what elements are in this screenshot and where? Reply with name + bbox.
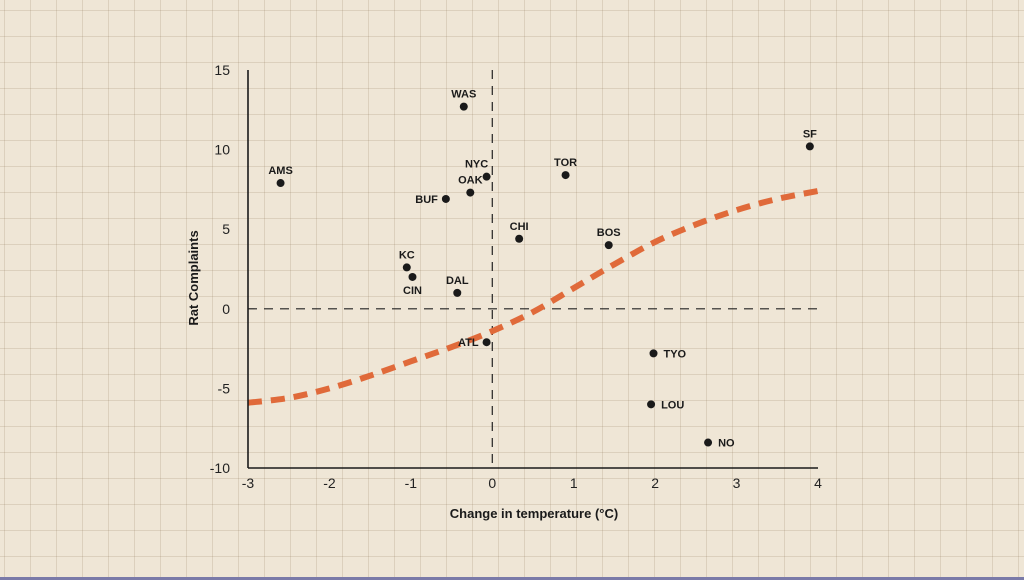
- point-label-cin: CIN: [403, 285, 422, 297]
- x-tick-label: 2: [651, 475, 659, 491]
- data-point-tor: [561, 171, 570, 180]
- point-label-no: NO: [718, 438, 735, 450]
- x-tick-label: 4: [814, 475, 822, 491]
- data-point-tyo: [649, 349, 658, 358]
- data-point-nyc: [482, 172, 491, 181]
- data-points: WAS AMS NYC OAK BUF TOR SF CHI BOS KC CIN DAL ATL TYO…: [268, 89, 817, 450]
- data-point-buf: [441, 194, 450, 203]
- point-label-lou: LOU: [661, 399, 684, 411]
- y-tick-label: 0: [222, 301, 230, 317]
- point-label-was: WAS: [451, 89, 476, 101]
- point-label-buf: BUF: [415, 194, 438, 206]
- bottom-border: [0, 577, 1024, 580]
- y-axis-label: Rat Complaints: [186, 230, 201, 325]
- point-label-dal: DAL: [446, 275, 469, 287]
- data-point-dal: [453, 288, 462, 297]
- data-point-sf: [805, 142, 814, 151]
- point-label-tor: TOR: [554, 157, 577, 169]
- x-axis-label: Change in temperature (°C): [450, 506, 618, 521]
- data-point-no: [704, 438, 713, 447]
- data-point-atl: [482, 338, 491, 347]
- point-label-sf: SF: [803, 128, 817, 140]
- y-tick-label: -10: [210, 460, 230, 476]
- y-tick-label: -5: [218, 380, 231, 396]
- point-label-atl: ATL: [458, 337, 479, 349]
- x-tick-label: -1: [405, 475, 418, 491]
- y-tick-label: 15: [214, 62, 230, 78]
- point-label-kc: KC: [399, 249, 415, 261]
- data-point-cin: [408, 272, 417, 281]
- data-point-kc: [402, 263, 411, 272]
- trend-line-group: [247, 188, 819, 406]
- x-tick-label: -2: [323, 475, 336, 491]
- point-label-oak: OAK: [458, 175, 483, 187]
- data-point-chi: [515, 234, 524, 243]
- trend-line: [247, 188, 819, 406]
- point-label-tyo: TYO: [664, 348, 687, 360]
- data-point-lou: [647, 400, 656, 409]
- axes: [247, 70, 818, 469]
- x-tick-label: 0: [488, 475, 496, 491]
- point-label-chi: CHI: [510, 221, 529, 233]
- point-label-nyc: NYC: [465, 159, 488, 171]
- x-tick-label: -3: [242, 475, 255, 491]
- point-label-bos: BOS: [597, 227, 621, 239]
- y-tick-label: 10: [214, 142, 230, 158]
- y-tick-label: 5: [222, 221, 230, 237]
- data-point-bos: [604, 241, 613, 250]
- reference-lines: [248, 70, 818, 468]
- data-point-was: [459, 102, 468, 111]
- x-tick-label: 1: [570, 475, 578, 491]
- data-point-oak: [466, 188, 475, 197]
- point-label-ams: AMS: [268, 165, 292, 177]
- data-point-ams: [276, 179, 285, 188]
- x-tick-label: 3: [733, 475, 741, 491]
